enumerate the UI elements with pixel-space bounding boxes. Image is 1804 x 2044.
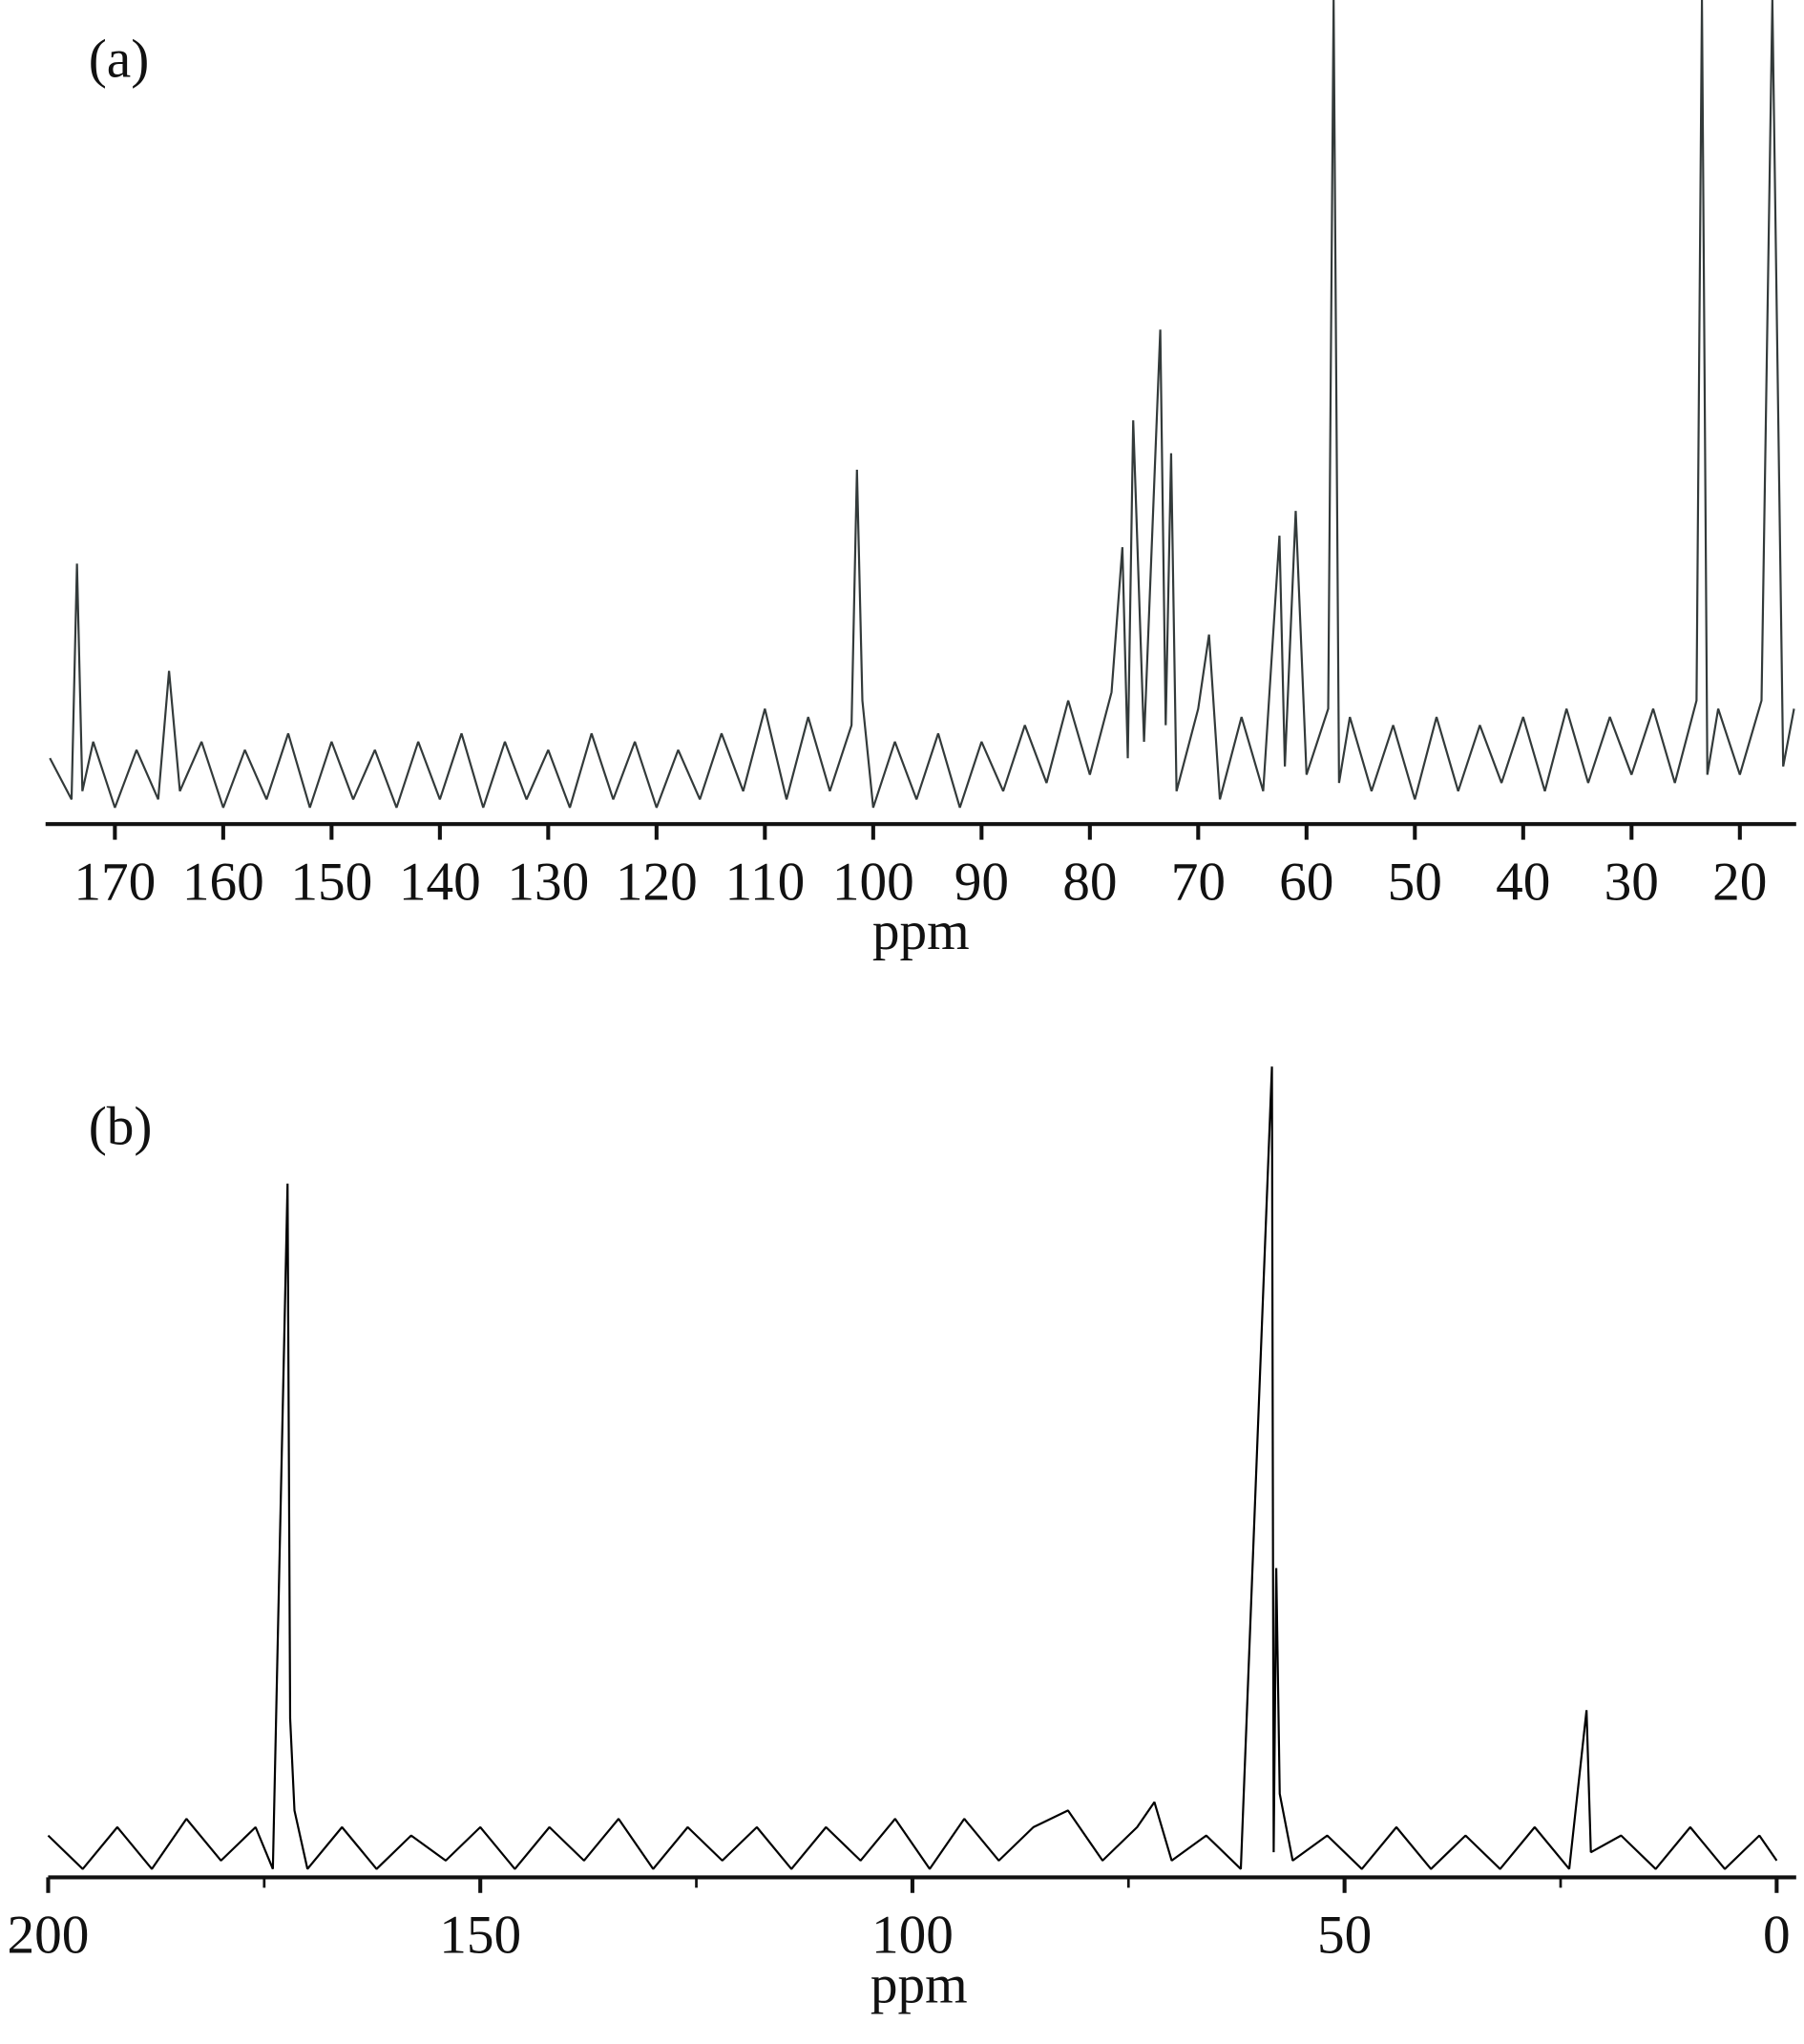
x-tick-label: 100 bbox=[871, 1906, 954, 1966]
x-tick-label: 100 bbox=[832, 852, 914, 912]
x-tick-label: 0 bbox=[1763, 1906, 1791, 1966]
x-tick-label: 30 bbox=[1605, 852, 1659, 912]
x-tick-label: 90 bbox=[954, 852, 1009, 912]
x-tick-label: 150 bbox=[439, 1906, 521, 1966]
x-tick-label: 170 bbox=[73, 852, 156, 912]
x-tick-label: 50 bbox=[1317, 1906, 1372, 1966]
x-tick-label: 60 bbox=[1279, 852, 1333, 912]
panel-label: (b) bbox=[89, 1097, 153, 1157]
x-axis-label: ppm bbox=[871, 1954, 968, 2014]
x-tick-label: 40 bbox=[1496, 852, 1550, 912]
spectrum bbox=[49, 0, 1795, 809]
x-tick-label: 120 bbox=[616, 852, 698, 912]
x-tick-label: 160 bbox=[182, 852, 264, 912]
x-tick-label: 200 bbox=[8, 1906, 90, 1966]
x-tick-label: 20 bbox=[1712, 852, 1767, 912]
x-tick-label: 130 bbox=[507, 852, 589, 912]
x-tick-label: 150 bbox=[290, 852, 372, 912]
panel-label: (a) bbox=[89, 29, 150, 89]
x-tick-label: 140 bbox=[399, 852, 481, 912]
spectrum bbox=[47, 1066, 1778, 1870]
x-tick-label: 70 bbox=[1171, 852, 1226, 912]
x-tick-label: 110 bbox=[724, 852, 805, 912]
x-tick-label: 80 bbox=[1062, 852, 1117, 912]
x-axis-label: ppm bbox=[872, 901, 970, 961]
x-tick-label: 50 bbox=[1388, 852, 1442, 912]
